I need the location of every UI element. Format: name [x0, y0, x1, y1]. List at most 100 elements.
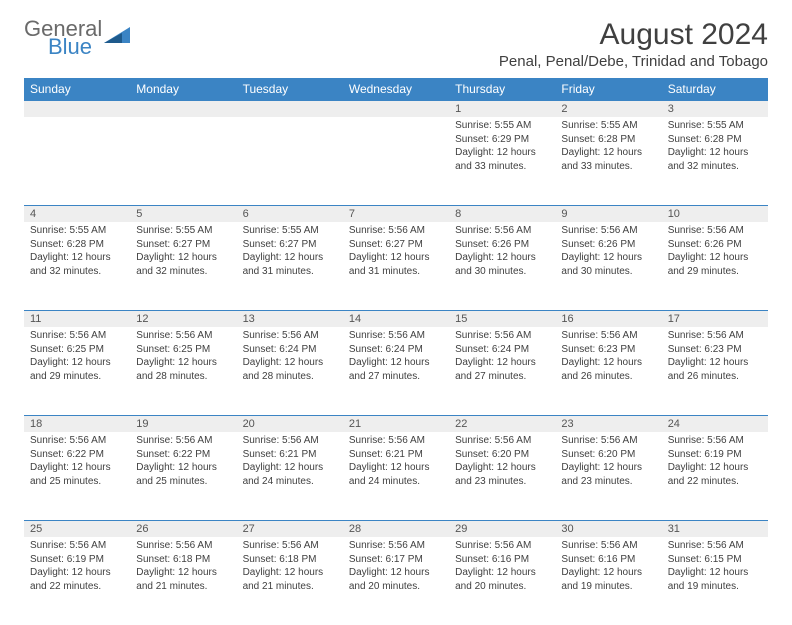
- day-details: Sunrise: 5:56 AMSunset: 6:24 PMDaylight:…: [343, 327, 449, 389]
- day-number: [24, 100, 130, 117]
- calendar-cell: Sunrise: 5:56 AMSunset: 6:20 PMDaylight:…: [555, 432, 661, 520]
- calendar-cell: Sunrise: 5:56 AMSunset: 6:23 PMDaylight:…: [662, 327, 768, 415]
- day-details: Sunrise: 5:56 AMSunset: 6:23 PMDaylight:…: [662, 327, 768, 389]
- dow-header: Wednesday: [343, 78, 449, 100]
- calendar-cell: Sunrise: 5:55 AMSunset: 6:27 PMDaylight:…: [130, 222, 236, 310]
- day-number: 7: [343, 205, 449, 222]
- calendar-cell: Sunrise: 5:56 AMSunset: 6:27 PMDaylight:…: [343, 222, 449, 310]
- month-title: August 2024: [499, 18, 768, 51]
- day-details: Sunrise: 5:56 AMSunset: 6:27 PMDaylight:…: [343, 222, 449, 284]
- day-details: Sunrise: 5:56 AMSunset: 6:24 PMDaylight:…: [237, 327, 343, 389]
- day-details: Sunrise: 5:56 AMSunset: 6:21 PMDaylight:…: [237, 432, 343, 494]
- day-details: Sunrise: 5:56 AMSunset: 6:18 PMDaylight:…: [237, 537, 343, 599]
- day-details: Sunrise: 5:56 AMSunset: 6:19 PMDaylight:…: [662, 432, 768, 494]
- calendar-cell: Sunrise: 5:56 AMSunset: 6:19 PMDaylight:…: [662, 432, 768, 520]
- day-number: 20: [237, 415, 343, 432]
- day-number: 15: [449, 310, 555, 327]
- calendar-cell: [24, 117, 130, 205]
- day-details: Sunrise: 5:56 AMSunset: 6:16 PMDaylight:…: [449, 537, 555, 599]
- calendar-cell: Sunrise: 5:56 AMSunset: 6:25 PMDaylight:…: [130, 327, 236, 415]
- calendar-cell: Sunrise: 5:56 AMSunset: 6:21 PMDaylight:…: [343, 432, 449, 520]
- day-details: Sunrise: 5:56 AMSunset: 6:20 PMDaylight:…: [555, 432, 661, 494]
- day-details: Sunrise: 5:56 AMSunset: 6:22 PMDaylight:…: [130, 432, 236, 494]
- day-number: 26: [130, 520, 236, 537]
- day-number: 13: [237, 310, 343, 327]
- day-number: 18: [24, 415, 130, 432]
- calendar-cell: Sunrise: 5:56 AMSunset: 6:26 PMDaylight:…: [662, 222, 768, 310]
- day-number: 3: [662, 100, 768, 117]
- calendar-cell: Sunrise: 5:56 AMSunset: 6:22 PMDaylight:…: [24, 432, 130, 520]
- logo-triangle-icon: [104, 25, 130, 52]
- day-number: 12: [130, 310, 236, 327]
- calendar-cell: Sunrise: 5:56 AMSunset: 6:23 PMDaylight:…: [555, 327, 661, 415]
- dow-header: Tuesday: [237, 78, 343, 100]
- day-number: 2: [555, 100, 661, 117]
- calendar-cell: Sunrise: 5:55 AMSunset: 6:29 PMDaylight:…: [449, 117, 555, 205]
- dow-header: Saturday: [662, 78, 768, 100]
- calendar-table: SundayMondayTuesdayWednesdayThursdayFrid…: [24, 78, 768, 625]
- calendar-cell: Sunrise: 5:56 AMSunset: 6:20 PMDaylight:…: [449, 432, 555, 520]
- calendar-cell: Sunrise: 5:55 AMSunset: 6:28 PMDaylight:…: [662, 117, 768, 205]
- day-number: 31: [662, 520, 768, 537]
- calendar-cell: [130, 117, 236, 205]
- day-number: 23: [555, 415, 661, 432]
- day-number: 17: [662, 310, 768, 327]
- day-number: 11: [24, 310, 130, 327]
- day-details: Sunrise: 5:56 AMSunset: 6:24 PMDaylight:…: [449, 327, 555, 389]
- day-details: Sunrise: 5:55 AMSunset: 6:29 PMDaylight:…: [449, 117, 555, 179]
- calendar-cell: Sunrise: 5:56 AMSunset: 6:21 PMDaylight:…: [237, 432, 343, 520]
- day-number: 10: [662, 205, 768, 222]
- day-number: 21: [343, 415, 449, 432]
- day-details: Sunrise: 5:56 AMSunset: 6:22 PMDaylight:…: [24, 432, 130, 494]
- day-number: 30: [555, 520, 661, 537]
- calendar-cell: Sunrise: 5:56 AMSunset: 6:24 PMDaylight:…: [343, 327, 449, 415]
- day-details: Sunrise: 5:55 AMSunset: 6:28 PMDaylight:…: [662, 117, 768, 179]
- day-number: 22: [449, 415, 555, 432]
- header: General Blue August 2024 Penal, Penal/De…: [24, 18, 768, 70]
- day-number: [130, 100, 236, 117]
- location-subtitle: Penal, Penal/Debe, Trinidad and Tobago: [499, 53, 768, 70]
- calendar-cell: Sunrise: 5:55 AMSunset: 6:27 PMDaylight:…: [237, 222, 343, 310]
- day-details: Sunrise: 5:56 AMSunset: 6:15 PMDaylight:…: [662, 537, 768, 599]
- calendar-cell: [343, 117, 449, 205]
- dow-header: Friday: [555, 78, 661, 100]
- dow-header: Thursday: [449, 78, 555, 100]
- day-number: 19: [130, 415, 236, 432]
- calendar-cell: Sunrise: 5:56 AMSunset: 6:22 PMDaylight:…: [130, 432, 236, 520]
- calendar-cell: Sunrise: 5:55 AMSunset: 6:28 PMDaylight:…: [24, 222, 130, 310]
- calendar-cell: Sunrise: 5:56 AMSunset: 6:26 PMDaylight:…: [555, 222, 661, 310]
- day-details: Sunrise: 5:56 AMSunset: 6:26 PMDaylight:…: [555, 222, 661, 284]
- day-number: [343, 100, 449, 117]
- day-number: [237, 100, 343, 117]
- brand-logo: General Blue: [24, 18, 130, 58]
- day-details: Sunrise: 5:55 AMSunset: 6:27 PMDaylight:…: [130, 222, 236, 284]
- calendar-cell: Sunrise: 5:56 AMSunset: 6:24 PMDaylight:…: [449, 327, 555, 415]
- day-details: Sunrise: 5:56 AMSunset: 6:26 PMDaylight:…: [662, 222, 768, 284]
- day-number: 8: [449, 205, 555, 222]
- day-details: Sunrise: 5:56 AMSunset: 6:21 PMDaylight:…: [343, 432, 449, 494]
- day-number: 28: [343, 520, 449, 537]
- day-number: 25: [24, 520, 130, 537]
- day-details: Sunrise: 5:56 AMSunset: 6:16 PMDaylight:…: [555, 537, 661, 599]
- calendar-cell: Sunrise: 5:56 AMSunset: 6:24 PMDaylight:…: [237, 327, 343, 415]
- dow-header: Monday: [130, 78, 236, 100]
- day-number: 1: [449, 100, 555, 117]
- day-details: Sunrise: 5:55 AMSunset: 6:27 PMDaylight:…: [237, 222, 343, 284]
- day-details: Sunrise: 5:56 AMSunset: 6:17 PMDaylight:…: [343, 537, 449, 599]
- day-number: 16: [555, 310, 661, 327]
- day-number: 9: [555, 205, 661, 222]
- day-number: 5: [130, 205, 236, 222]
- day-details: Sunrise: 5:55 AMSunset: 6:28 PMDaylight:…: [555, 117, 661, 179]
- day-number: 4: [24, 205, 130, 222]
- day-number: 6: [237, 205, 343, 222]
- calendar-cell: Sunrise: 5:56 AMSunset: 6:25 PMDaylight:…: [24, 327, 130, 415]
- calendar-cell: Sunrise: 5:56 AMSunset: 6:26 PMDaylight:…: [449, 222, 555, 310]
- day-details: Sunrise: 5:56 AMSunset: 6:25 PMDaylight:…: [24, 327, 130, 389]
- day-details: Sunrise: 5:56 AMSunset: 6:23 PMDaylight:…: [555, 327, 661, 389]
- day-details: Sunrise: 5:56 AMSunset: 6:20 PMDaylight:…: [449, 432, 555, 494]
- day-number: 14: [343, 310, 449, 327]
- day-details: Sunrise: 5:56 AMSunset: 6:25 PMDaylight:…: [130, 327, 236, 389]
- dow-header: Sunday: [24, 78, 130, 100]
- day-details: Sunrise: 5:55 AMSunset: 6:28 PMDaylight:…: [24, 222, 130, 284]
- day-number: 24: [662, 415, 768, 432]
